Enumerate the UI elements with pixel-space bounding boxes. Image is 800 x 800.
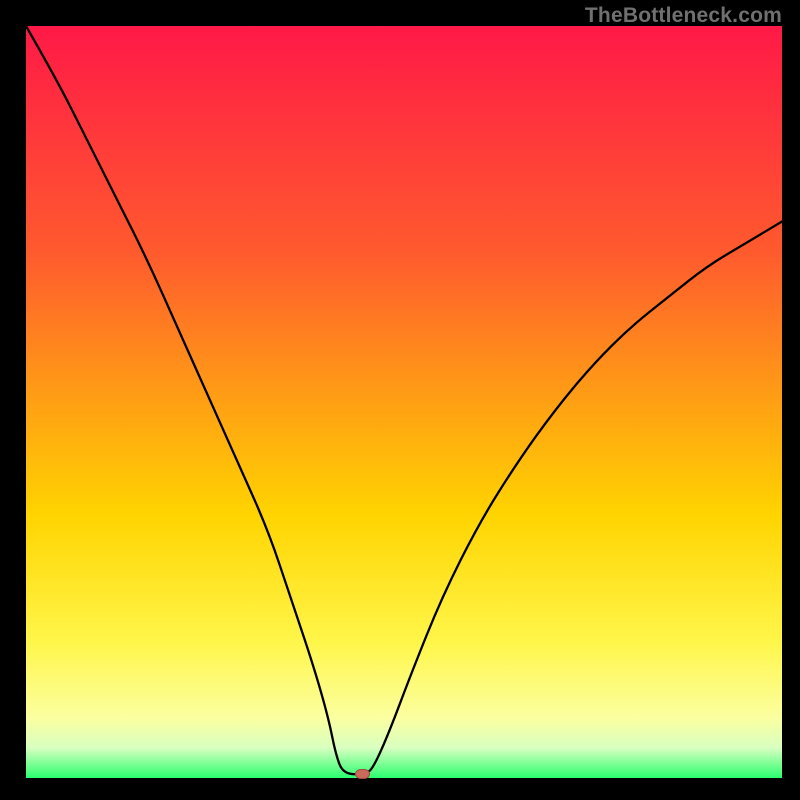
watermark-text: TheBottleneck.com: [585, 4, 782, 28]
optimal-point-marker: [355, 769, 370, 780]
bottleneck-curve: [0, 0, 800, 800]
curve-path: [26, 26, 782, 774]
chart-outer-frame: TheBottleneck.com: [0, 0, 800, 800]
